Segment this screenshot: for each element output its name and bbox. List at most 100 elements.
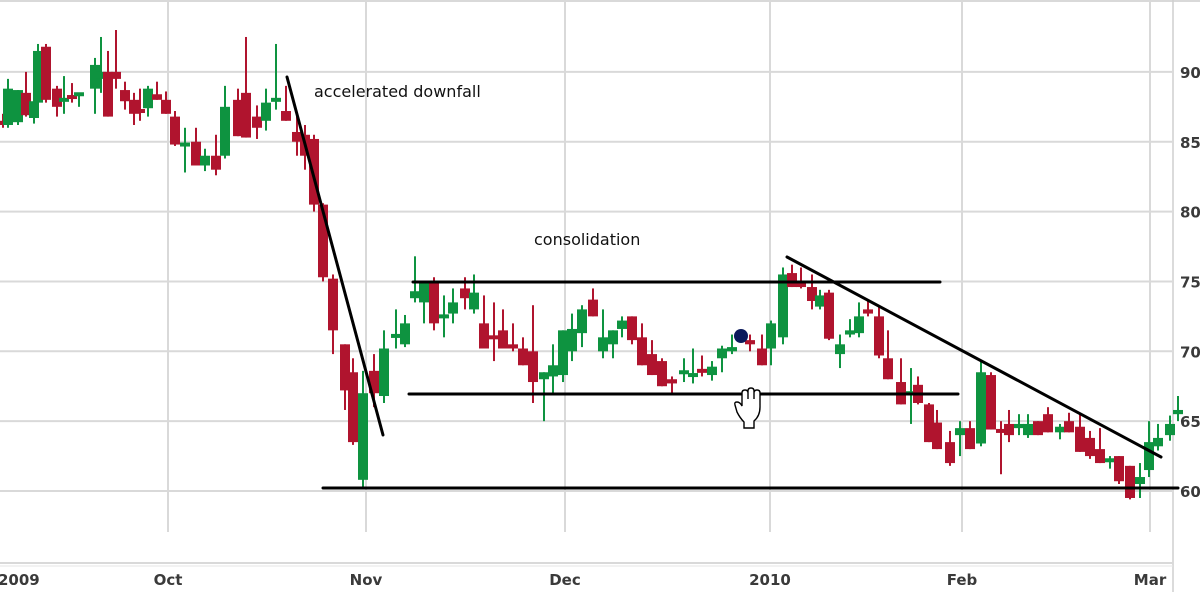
annotation-label: accelerated downfall bbox=[314, 82, 481, 101]
candle-down bbox=[161, 91, 171, 114]
candle-down bbox=[667, 376, 677, 394]
current-position-marker[interactable] bbox=[734, 329, 748, 343]
candle-down bbox=[129, 92, 139, 125]
candle-down bbox=[883, 330, 893, 380]
candle-down bbox=[252, 105, 262, 139]
y-tick-label: 80 bbox=[1180, 204, 1200, 222]
candle-up bbox=[379, 330, 389, 403]
y-tick-label: 75 bbox=[1180, 273, 1200, 291]
candle-down bbox=[489, 302, 499, 362]
hand-cursor-icon bbox=[734, 387, 761, 429]
candle-up bbox=[548, 344, 558, 394]
candle-up bbox=[727, 334, 737, 355]
candle-up bbox=[448, 288, 458, 324]
candle-up bbox=[567, 313, 577, 362]
candle-down bbox=[824, 289, 834, 341]
candle-down bbox=[528, 305, 538, 403]
x-tick-label: 2010 bbox=[749, 571, 791, 589]
candle-up bbox=[261, 88, 271, 131]
candle-up bbox=[1173, 396, 1183, 422]
candle-up bbox=[854, 302, 864, 338]
candle-up bbox=[1165, 415, 1175, 441]
candle-down bbox=[152, 81, 162, 100]
candle-down bbox=[757, 334, 767, 366]
y-tick-label: 70 bbox=[1180, 343, 1200, 361]
candle-up bbox=[13, 90, 23, 125]
candle-up bbox=[400, 314, 410, 348]
candle-up bbox=[180, 127, 190, 173]
candle-down bbox=[697, 355, 707, 377]
candle-down bbox=[863, 299, 873, 317]
candle-down bbox=[965, 421, 975, 450]
annotations: accelerated downfall consolidation bbox=[314, 82, 640, 249]
candle-down bbox=[292, 115, 302, 156]
x-tick-label: Mar bbox=[1134, 571, 1167, 589]
candles bbox=[0, 29, 1183, 500]
annotation-label: consolidation bbox=[534, 230, 640, 249]
candle-up bbox=[220, 85, 230, 159]
candle-down bbox=[945, 430, 955, 466]
candle-up bbox=[96, 36, 106, 93]
candle-up bbox=[271, 43, 281, 110]
candle-up bbox=[33, 43, 43, 114]
candle-down bbox=[932, 409, 942, 450]
candle-down bbox=[340, 344, 350, 410]
candle-down bbox=[241, 36, 251, 138]
candle-down bbox=[281, 85, 291, 121]
candle-down bbox=[1033, 421, 1043, 436]
candle-down bbox=[211, 134, 221, 176]
candle-up bbox=[815, 289, 825, 310]
candle-up bbox=[1105, 456, 1115, 469]
candle-down bbox=[1114, 456, 1124, 485]
y-tick-label: 85 bbox=[1180, 134, 1200, 152]
candle-down bbox=[647, 340, 657, 376]
candle-down bbox=[120, 81, 130, 110]
candle-up bbox=[845, 319, 855, 338]
candle-down bbox=[588, 288, 598, 317]
candle-down bbox=[986, 372, 996, 430]
candle-up bbox=[707, 361, 717, 381]
candle-down bbox=[1085, 430, 1095, 459]
candle-up bbox=[59, 76, 69, 114]
x-tick-label: 2009 bbox=[0, 571, 40, 589]
candle-up bbox=[558, 330, 568, 383]
candle-up bbox=[835, 334, 845, 369]
markers bbox=[734, 329, 748, 343]
candle-up bbox=[1023, 414, 1033, 438]
candle-down bbox=[170, 111, 180, 146]
candle-down bbox=[67, 83, 77, 103]
x-tick-label: Nov bbox=[350, 571, 383, 589]
candle-down bbox=[896, 358, 906, 405]
y-tick-label: 65 bbox=[1180, 413, 1200, 431]
candle-down bbox=[518, 337, 528, 366]
candle-down bbox=[913, 376, 923, 405]
candle-down bbox=[1004, 409, 1014, 443]
candle-up bbox=[90, 57, 100, 114]
candle-down bbox=[348, 358, 358, 445]
candle-down bbox=[627, 316, 637, 345]
candle-up bbox=[74, 92, 84, 107]
candle-down bbox=[103, 50, 113, 117]
candle-up bbox=[358, 370, 368, 489]
candle-down bbox=[1075, 412, 1085, 452]
candle-down bbox=[1043, 407, 1053, 433]
candle-up bbox=[598, 309, 608, 359]
candle-up bbox=[976, 361, 986, 447]
candle-up bbox=[410, 256, 420, 303]
candle-up bbox=[688, 348, 698, 384]
candle-down bbox=[508, 323, 518, 352]
candle-down bbox=[657, 358, 667, 387]
x-tick-label: Oct bbox=[154, 571, 183, 589]
candle-down bbox=[429, 277, 439, 331]
candle-up bbox=[778, 267, 788, 345]
candle-up bbox=[766, 320, 776, 366]
candle-down bbox=[52, 85, 62, 117]
candle-down bbox=[796, 267, 806, 289]
candle-up bbox=[577, 305, 587, 348]
candle-down bbox=[1125, 465, 1135, 500]
accelerated-downfall-line bbox=[285, 75, 385, 437]
candle-up bbox=[679, 358, 689, 383]
